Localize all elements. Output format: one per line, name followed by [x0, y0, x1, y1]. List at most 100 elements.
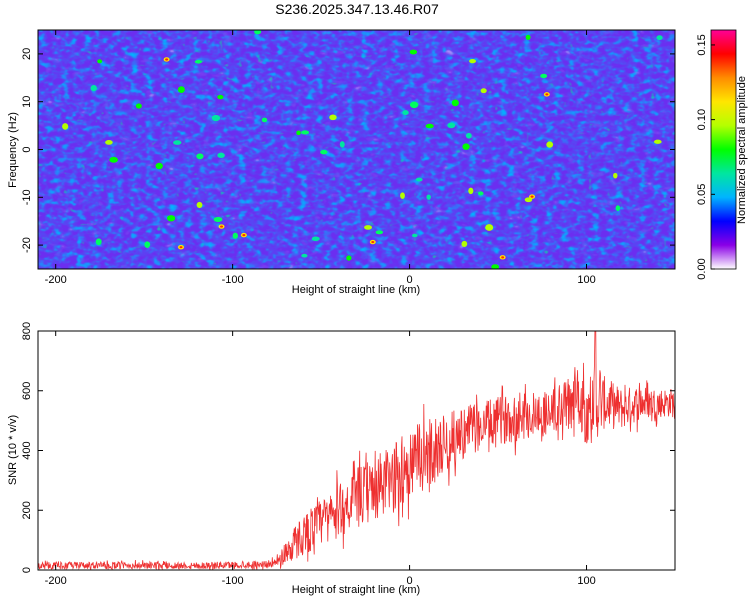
snr-x-ticks: -200 -100 0 100 [45, 331, 596, 587]
heatmap-hotspot [653, 139, 662, 144]
heatmap-hotspot [301, 253, 308, 258]
heatmap-peak [371, 240, 375, 244]
heatmap-hotspot [613, 172, 618, 179]
heatmap-hotspot [546, 141, 554, 148]
heatmap-hotspot [135, 103, 142, 109]
heatmap-hotspot [217, 94, 224, 100]
heatmap-hotspot [213, 216, 223, 223]
heatmap-hotspot [196, 201, 203, 209]
heatmap-hotspot [95, 238, 102, 246]
snr-x-tick-label: 100 [577, 575, 595, 587]
colorbar-ticks: 0.00 0.05 0.10 0.15 [696, 34, 715, 280]
heatmap-peak [220, 225, 224, 228]
colorbar-label: Normalized spectral amplitude [736, 76, 748, 224]
heatmap-hotspot [469, 59, 477, 64]
heatmap-hotspot [196, 153, 204, 160]
heatmap-hotspot [155, 162, 163, 170]
colorbar: 0.00 0.05 0.10 0.15 Normalized spectral amp… [696, 29, 748, 280]
snr-x-label: Height of straight line (km) [292, 584, 420, 596]
heatmap-hotspot [109, 156, 118, 163]
heatmap-x-tick-label: -100 [222, 274, 244, 286]
snr-y-tick-label: 600 [21, 382, 33, 400]
heatmap-hotspot [346, 255, 352, 261]
heatmap-hotspot [411, 233, 418, 238]
heatmap-hotspot [409, 49, 418, 55]
heatmap-x-label: Height of straight line (km) [292, 284, 420, 296]
heatmap-hotspot [491, 264, 500, 269]
heatmap-high-layer [38, 30, 675, 269]
heatmap-hotspot [461, 240, 468, 248]
heatmap-hotspot [194, 59, 203, 64]
colorbar-tick-label: 0.00 [696, 258, 708, 279]
heatmap-hotspot [311, 236, 320, 242]
snr-x-tick-label: 0 [407, 575, 413, 587]
heatmap-hotspot [615, 205, 621, 211]
heatmap-peak [545, 93, 549, 96]
heatmap-hotspot [524, 197, 533, 203]
heatmap-hotspot [447, 122, 456, 129]
heatmap-y-tick-label: 10 [21, 96, 33, 108]
snr-plot-area [38, 331, 675, 570]
heatmap-y-tick-label: -10 [21, 189, 33, 205]
snr-x-tick-label: -100 [222, 575, 244, 587]
heatmap-hotspot [451, 99, 459, 107]
heatmap-y-ticks: -20 -10 0 10 20 [21, 48, 675, 253]
heatmap-hotspot [540, 73, 548, 79]
heatmap-hotspot [177, 86, 185, 93]
heatmap-hotspot [426, 194, 431, 200]
colorbar-tick-label: 0.05 [696, 184, 708, 205]
heatmap-peak [179, 246, 183, 249]
heatmap-hotspot [485, 224, 494, 231]
colorbar-tick-label: 0.15 [696, 34, 708, 55]
heatmap-hotspot [468, 187, 474, 195]
heatmap-y-label: Frequency (Hz) [7, 112, 19, 188]
heatmap-x-tick-label: -200 [45, 274, 67, 286]
heatmap-hotspot [415, 177, 423, 182]
heatmap-hotspot [62, 123, 69, 130]
heatmap-peak [242, 234, 246, 237]
heatmap-hotspot [364, 225, 373, 230]
heatmap-hotspot [261, 117, 268, 123]
heatmap-hotspot [480, 88, 487, 94]
heatmap-hotspot [254, 30, 262, 35]
colorbar-tick-label: 0.10 [696, 109, 708, 130]
heatmap-hotspots [62, 30, 663, 269]
heatmap-hotspot [462, 143, 470, 150]
heatmap-hotspot [296, 130, 301, 136]
heatmap-hotspot [144, 241, 151, 248]
heatmap-peak [530, 195, 534, 198]
snr-y-tick-label: 800 [21, 322, 33, 340]
heatmap-hotspot [173, 140, 182, 145]
figure-title: S236.2025.347.13.46.R07 [275, 1, 439, 17]
heatmap-hotspot [232, 232, 239, 239]
heatmap-hotspot [402, 110, 409, 116]
heatmap-y-tick-label: 0 [21, 146, 33, 152]
heatmap-peak [501, 256, 505, 259]
snr-y-ticks: 0 200 400 600 800 [21, 322, 675, 573]
snr-y-tick-label: 0 [21, 567, 33, 573]
heatmap-hotspot [400, 192, 405, 199]
snr-series-line [38, 331, 675, 570]
heatmap-hotspot [409, 101, 419, 109]
heatmap-hotspot [375, 230, 384, 235]
heatmap-hotspot [525, 34, 531, 40]
heatmap-hotspot [301, 130, 310, 135]
heatmap-y-tick-label: 20 [21, 48, 33, 60]
snr-panel: -200 -100 0 100 0 200 400 600 800 Height of str… [7, 322, 676, 596]
heatmap-hotspot [90, 85, 97, 92]
snr-y-tick-label: 400 [21, 441, 33, 459]
heatmap-hotspot [217, 152, 225, 158]
heatmap-hotspot [320, 149, 328, 155]
heatmap-hotspot [656, 35, 663, 41]
heatmap-hotspot [477, 191, 484, 196]
heatmap-x-tick-label: 0 [407, 274, 413, 286]
snr-y-tick-label: 200 [21, 501, 33, 519]
heatmap-x-tick-label: 100 [577, 274, 595, 286]
heatmap-peak [165, 58, 169, 61]
heatmap-x-ticks: -200 -100 0 100 [45, 30, 596, 286]
heatmap-hotspot [339, 141, 345, 148]
heatmap-hotspot [97, 59, 103, 64]
snr-y-label: SNR (10 * v/v) [7, 415, 19, 485]
